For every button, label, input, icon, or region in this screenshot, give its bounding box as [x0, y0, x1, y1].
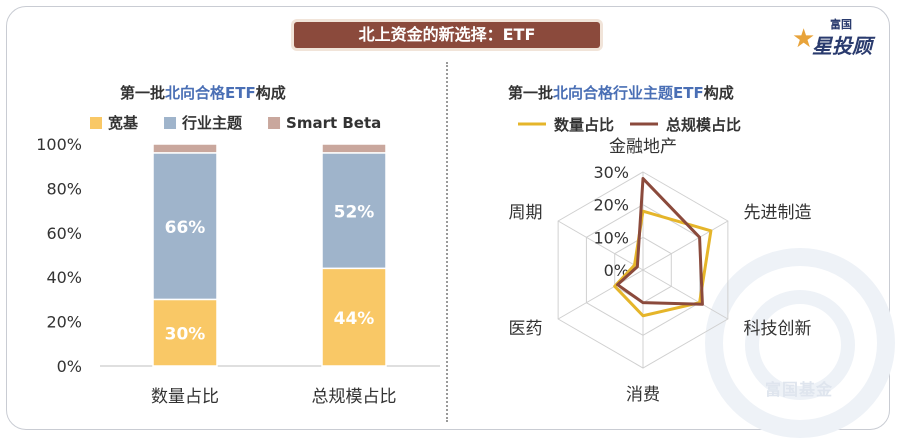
brand-logo: ★ 富国 星投顾: [790, 14, 890, 60]
bar-data-label: 30%: [165, 325, 206, 345]
radar-axis-label: 医药: [509, 319, 543, 339]
bar-data-label: 66%: [165, 218, 206, 238]
logo-top-text: 富国: [830, 18, 852, 31]
radar-axis-label: 金融地产: [609, 137, 677, 157]
y-tick-label: 60%: [46, 224, 82, 243]
radar-series-1: [616, 177, 704, 306]
x-category-label: 数量占比: [151, 387, 219, 407]
radar-axis-label: 科技创新: [743, 319, 811, 339]
y-tick-label: 20%: [46, 313, 82, 332]
legend-label-2: Smart Beta: [286, 114, 381, 132]
x-category-label: 总规模占比: [312, 387, 397, 407]
radar-tick-label: 0%: [604, 261, 629, 280]
legend-swatch-1: [164, 117, 177, 129]
legend-label-1: 行业主题: [181, 114, 243, 132]
radar-axis-label: 消费: [626, 385, 660, 405]
y-tick-label: 100%: [36, 135, 82, 154]
bar-data-label: 44%: [334, 309, 375, 329]
radar-axis-label: 周期: [509, 203, 543, 223]
bar-segment: [321, 267, 387, 367]
panel-divider: [446, 62, 448, 422]
radar-axis-label: 先进制造: [743, 203, 811, 223]
radar-legend-label-1: 总规模占比: [666, 116, 741, 134]
radar-legend-label-0: 数量占比: [554, 116, 614, 134]
radar-spoke: [557, 269, 644, 320]
radar-series-0: [613, 209, 713, 318]
bar-data-label: 52%: [334, 203, 375, 223]
right-chart-title: 第一批北向合格行业主题ETF构成: [508, 84, 734, 102]
radar-spoke: [642, 269, 729, 320]
y-tick-label: 0%: [57, 357, 82, 376]
y-tick-label: 40%: [46, 268, 82, 287]
bar-segment: [321, 143, 387, 154]
radar-tick-label: 10%: [593, 228, 629, 247]
legend-swatch-2: [268, 117, 281, 129]
radar-spoke: [557, 220, 644, 271]
bar-segment: [321, 152, 387, 270]
left-chart-title: 第一批北向合格ETF构成: [120, 84, 286, 102]
radar-spoke: [642, 220, 729, 271]
radar-tick-label: 30%: [593, 163, 629, 182]
bar-segment: [152, 298, 218, 367]
legend-label-0: 宽基: [107, 114, 139, 132]
radar-tick-label: 20%: [593, 196, 629, 215]
page-title: 北上资金的新选择：ETF: [294, 22, 600, 48]
bar-segment: [152, 152, 218, 301]
y-tick-label: 80%: [46, 179, 82, 198]
logo-main-text: 星投顾: [812, 34, 872, 58]
bar-segment: [152, 143, 218, 154]
star-icon: ★: [792, 24, 816, 54]
watermark-text: 富国基金: [765, 380, 834, 399]
legend-swatch-0: [90, 117, 102, 129]
